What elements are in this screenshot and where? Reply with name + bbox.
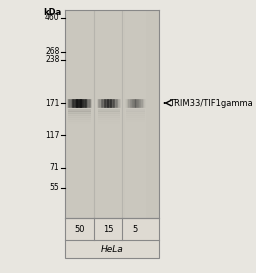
- Bar: [126, 117, 145, 120]
- Bar: [125, 10, 146, 218]
- Bar: [68, 117, 91, 120]
- Bar: [98, 114, 120, 117]
- Text: 71: 71: [50, 164, 59, 173]
- Bar: [98, 118, 120, 121]
- Bar: [68, 114, 91, 117]
- Text: 171: 171: [45, 99, 59, 108]
- Text: 5: 5: [133, 224, 138, 233]
- Text: 15: 15: [103, 224, 114, 233]
- Bar: [96, 10, 121, 218]
- Bar: [65, 10, 159, 218]
- Bar: [98, 112, 120, 115]
- Bar: [68, 120, 91, 123]
- Bar: [126, 112, 145, 115]
- Bar: [65, 218, 159, 258]
- Text: 460: 460: [45, 13, 59, 22]
- Bar: [98, 120, 120, 123]
- Text: 238: 238: [45, 55, 59, 64]
- Text: 268: 268: [45, 48, 59, 57]
- Bar: [126, 118, 145, 121]
- Bar: [126, 120, 145, 123]
- Text: TRIM33/TIF1gamma: TRIM33/TIF1gamma: [169, 99, 253, 108]
- Bar: [68, 111, 91, 114]
- Bar: [68, 118, 91, 121]
- Bar: [98, 117, 120, 120]
- Text: 55: 55: [50, 183, 59, 192]
- Bar: [98, 108, 120, 111]
- Bar: [68, 108, 91, 111]
- Bar: [126, 108, 145, 111]
- Bar: [126, 111, 145, 114]
- Bar: [98, 111, 120, 114]
- Bar: [66, 10, 93, 218]
- Bar: [126, 114, 145, 117]
- Text: 50: 50: [74, 224, 85, 233]
- Text: 117: 117: [45, 130, 59, 140]
- Text: kDa: kDa: [44, 8, 62, 17]
- Text: HeLa: HeLa: [101, 245, 123, 254]
- Bar: [68, 112, 91, 115]
